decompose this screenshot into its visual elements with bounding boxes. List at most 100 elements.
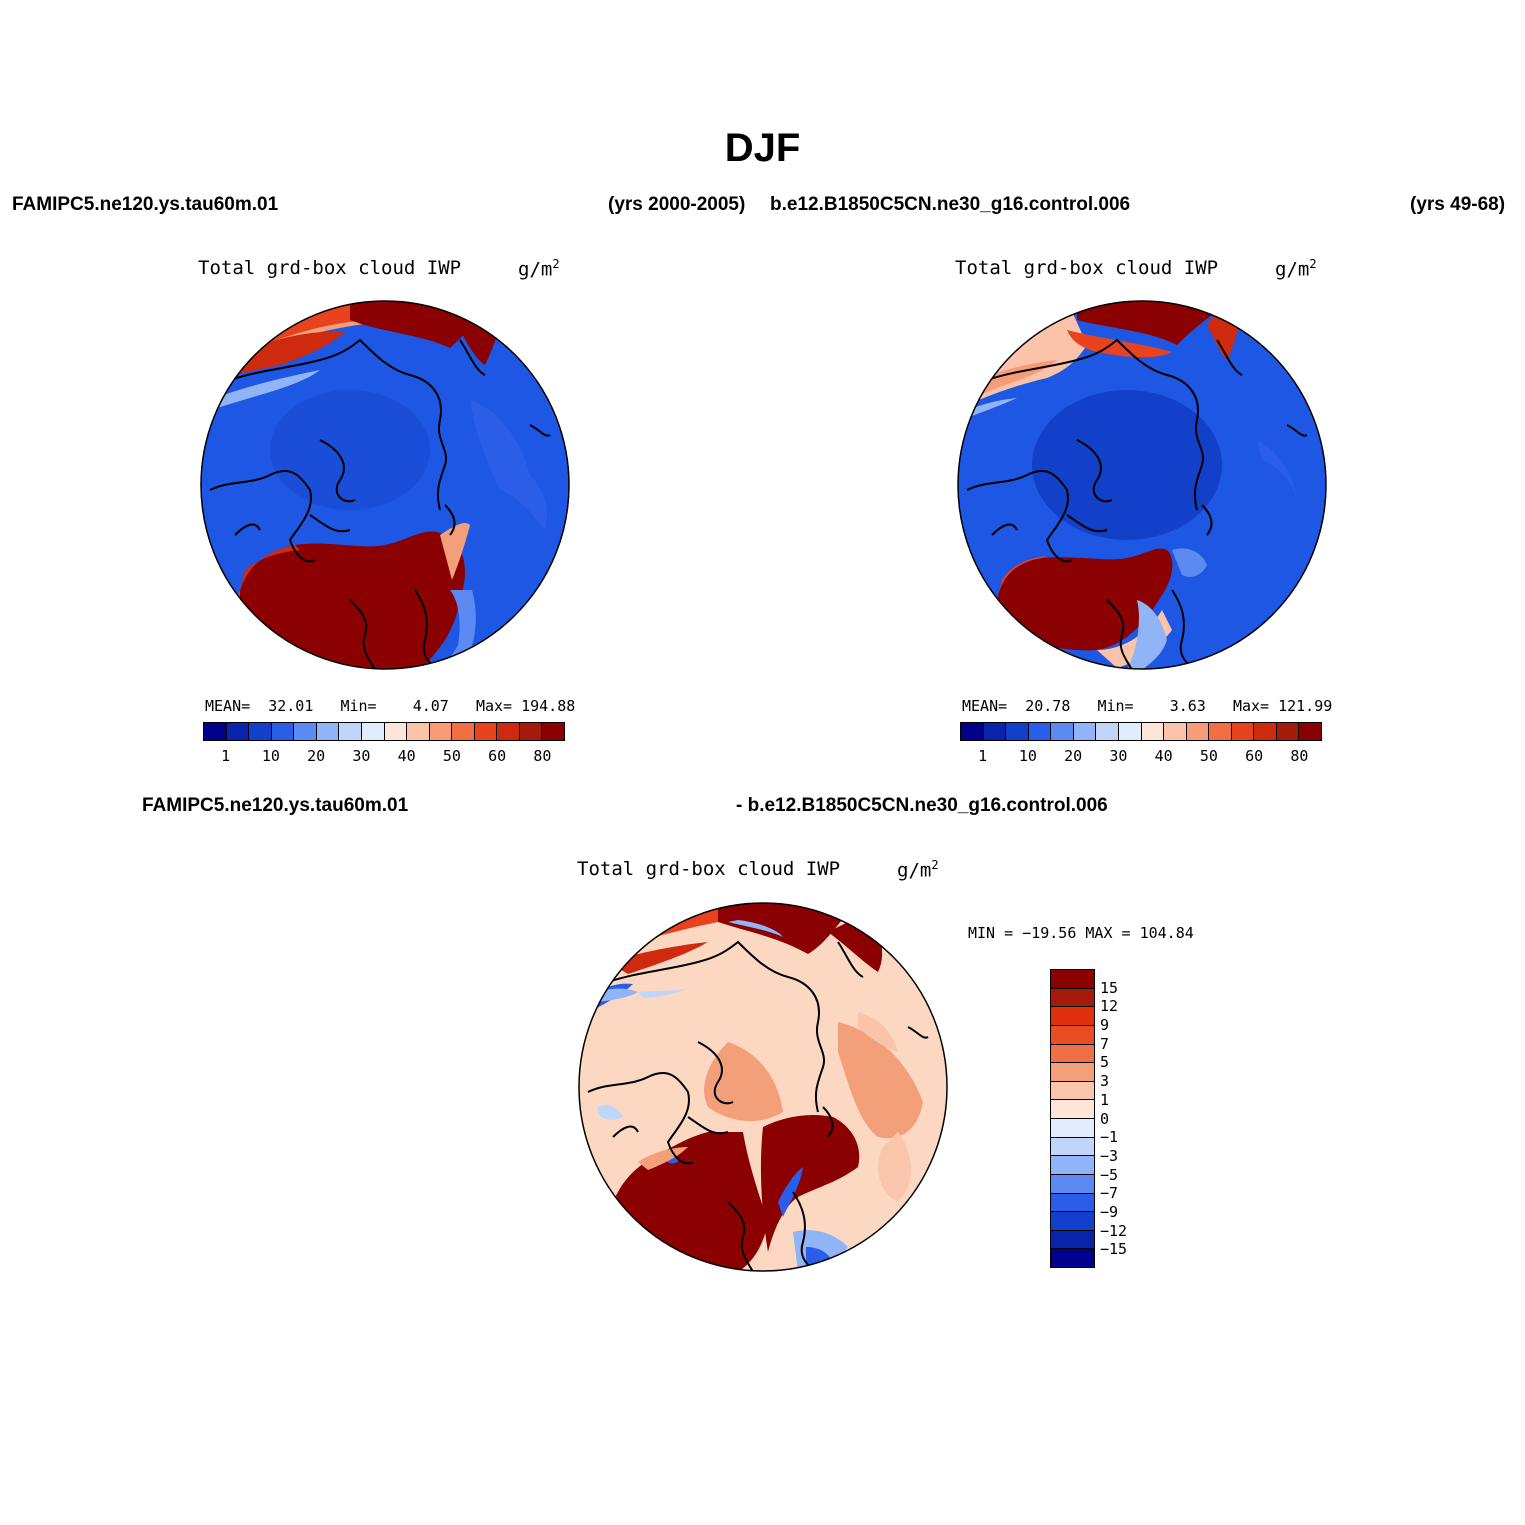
colorbar-swatch [1051, 1230, 1094, 1250]
panel1-colorbar-labels: 1 10 20 30 40 50 60 80 [203, 747, 565, 767]
colorbar-tick-label: 5 [1100, 1053, 1110, 1072]
colorbar-swatch [294, 723, 317, 740]
colorbar-tick-label: 12 [1100, 997, 1119, 1016]
colorbar-swatch [249, 723, 272, 740]
colorbar-tick-label: −7 [1100, 1184, 1119, 1203]
colorbar-swatch [1051, 1007, 1094, 1026]
colorbar-swatch [1096, 723, 1119, 740]
colorbar-swatch [429, 723, 453, 740]
colorbar-swatch [1051, 1137, 1094, 1157]
panel1-unit: g/m2 [518, 257, 560, 281]
colorbar-swatch [407, 723, 430, 740]
panel1-map [200, 300, 570, 670]
colorbar-swatch [1051, 1174, 1094, 1194]
colorbar-tick-label: 40 [1154, 747, 1173, 765]
panel3-title: Total grd-box cloud IWP [577, 858, 841, 880]
colorbar-swatch [316, 723, 340, 740]
colorbar-tick-label: −5 [1100, 1165, 1119, 1184]
colorbar-swatch [519, 723, 543, 740]
colorbar-swatch [1051, 723, 1074, 740]
panel3-map [578, 902, 948, 1272]
colorbar-tick-label: 50 [442, 747, 461, 765]
colorbar-swatch [1051, 1044, 1094, 1064]
colorbar-swatch [452, 723, 475, 740]
colorbar-swatch [1073, 723, 1097, 740]
colorbar-tick-label: 10 [1018, 747, 1037, 765]
colorbar-swatch [983, 723, 1007, 740]
colorbar-tick-label: 0 [1100, 1109, 1110, 1128]
colorbar-swatch [1051, 1212, 1094, 1231]
colorbar-swatch [1006, 723, 1029, 740]
colorbar-swatch [497, 723, 520, 740]
colorbar-swatch [226, 723, 250, 740]
colorbar-swatch [1299, 723, 1321, 740]
colorbar-swatch [1051, 1156, 1094, 1175]
colorbar-swatch [1209, 723, 1232, 740]
panel2-colorbar-labels: 1 10 20 30 40 50 60 80 [960, 747, 1322, 767]
case1-label: FAMIPC5.ne120.ys.tau60m.01 [12, 194, 279, 215]
panel1-title: Total grd-box cloud IWP [198, 257, 462, 279]
colorbar-swatch [384, 723, 408, 740]
colorbar-swatch [1186, 723, 1210, 740]
colorbar-tick-label: 3 [1100, 1072, 1110, 1091]
colorbar-swatch [1141, 723, 1165, 740]
colorbar-swatch [1051, 1063, 1094, 1082]
colorbar-swatch [1276, 723, 1300, 740]
diff-right-label: - b.e12.B1850C5CN.ne30_g16.control.006 [736, 795, 1108, 816]
colorbar-tick-label: −15 [1100, 1240, 1128, 1259]
panel2-map [957, 300, 1327, 670]
panel1-stats: MEAN= 32.01 Min= 4.07 Max= 194.88 [205, 697, 576, 715]
colorbar-tick-label: 30 [352, 747, 371, 765]
diff-left-label: FAMIPC5.ne120.ys.tau60m.01 [142, 795, 409, 816]
colorbar-tick-label: 30 [1109, 747, 1128, 765]
panel3-colorbar-labels: 15 12 9 7 5 3 1 0 −1 −3 −5 −7 −9 −12 −15 [1100, 969, 1160, 1268]
colorbar-swatch [271, 723, 295, 740]
colorbar-tick-label: −1 [1100, 1128, 1119, 1147]
colorbar-tick-label: 80 [1290, 747, 1309, 765]
colorbar-swatch [204, 723, 227, 740]
colorbar-tick-label: −9 [1100, 1202, 1119, 1221]
case1-years: (yrs 2000-2005) [608, 194, 746, 215]
colorbar-swatch [1051, 1249, 1094, 1267]
colorbar-tick-label: 15 [1100, 978, 1119, 997]
colorbar-swatch [361, 723, 385, 740]
colorbar-swatch [1051, 1119, 1094, 1138]
colorbar-tick-label: 20 [1064, 747, 1083, 765]
panel3-unit: g/m2 [897, 858, 939, 882]
colorbar-swatch [1028, 723, 1052, 740]
colorbar-swatch [474, 723, 498, 740]
colorbar-tick-label: 60 [1245, 747, 1264, 765]
colorbar-swatch [961, 723, 984, 740]
panel2-colorbar [960, 722, 1322, 741]
colorbar-swatch [1051, 1025, 1094, 1045]
panel2-stats: MEAN= 20.78 Min= 3.63 Max= 121.99 [962, 697, 1333, 715]
colorbar-tick-label: 1 [978, 747, 988, 765]
panel2-unit: g/m2 [1275, 257, 1317, 281]
figure-title: DJF [724, 126, 801, 170]
colorbar-swatch [1051, 1100, 1094, 1119]
colorbar-tick-label: 1 [221, 747, 231, 765]
case2-years: (yrs 49-68) [1410, 194, 1506, 215]
panel3-colorbar [1050, 969, 1095, 1268]
colorbar-swatch [1051, 988, 1094, 1008]
colorbar-tick-label: 1 [1100, 1090, 1110, 1109]
case2-label: b.e12.B1850C5CN.ne30_g16.control.006 [770, 194, 1131, 215]
colorbar-tick-label: −12 [1100, 1221, 1128, 1240]
colorbar-swatch [339, 723, 362, 740]
panel2-title: Total grd-box cloud IWP [955, 257, 1219, 279]
colorbar-tick-label: 10 [261, 747, 280, 765]
colorbar-tick-label: 60 [488, 747, 507, 765]
colorbar-swatch [1164, 723, 1187, 740]
colorbar-swatch [1254, 723, 1277, 740]
colorbar-swatch [1118, 723, 1142, 740]
colorbar-tick-label: 7 [1100, 1034, 1110, 1053]
colorbar-tick-label: 20 [307, 747, 326, 765]
colorbar-tick-label: 80 [533, 747, 552, 765]
colorbar-tick-label: 50 [1199, 747, 1218, 765]
panel3-stats: MIN = −19.56 MAX = 104.84 [968, 924, 1194, 942]
colorbar-tick-label: 9 [1100, 1016, 1110, 1035]
colorbar-tick-label: −3 [1100, 1146, 1119, 1165]
panel1-colorbar [203, 722, 565, 741]
colorbar-swatch [1051, 1081, 1094, 1101]
colorbar-swatch [542, 723, 564, 740]
